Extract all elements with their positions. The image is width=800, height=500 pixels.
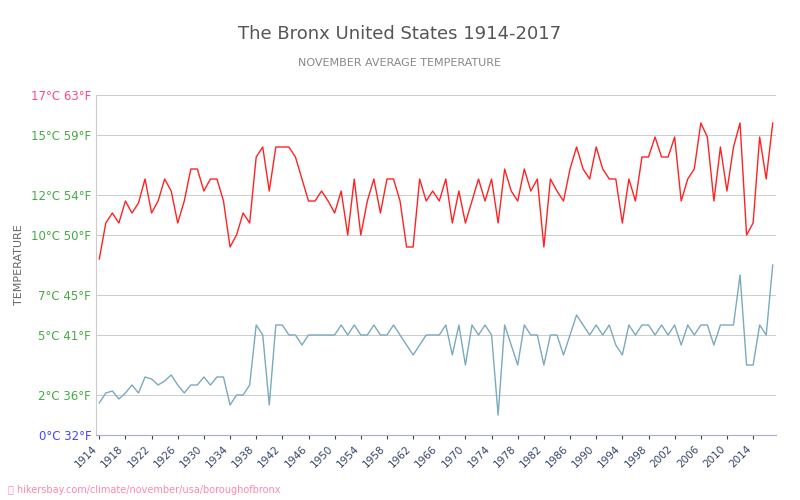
Y-axis label: TEMPERATURE: TEMPERATURE	[14, 224, 24, 306]
Text: ⭕ hikersbay.com/climate/november/usa/boroughofbronx: ⭕ hikersbay.com/climate/november/usa/bor…	[8, 485, 281, 495]
Text: NOVEMBER AVERAGE TEMPERATURE: NOVEMBER AVERAGE TEMPERATURE	[298, 58, 502, 68]
Text: The Bronx United States 1914-2017: The Bronx United States 1914-2017	[238, 25, 562, 43]
